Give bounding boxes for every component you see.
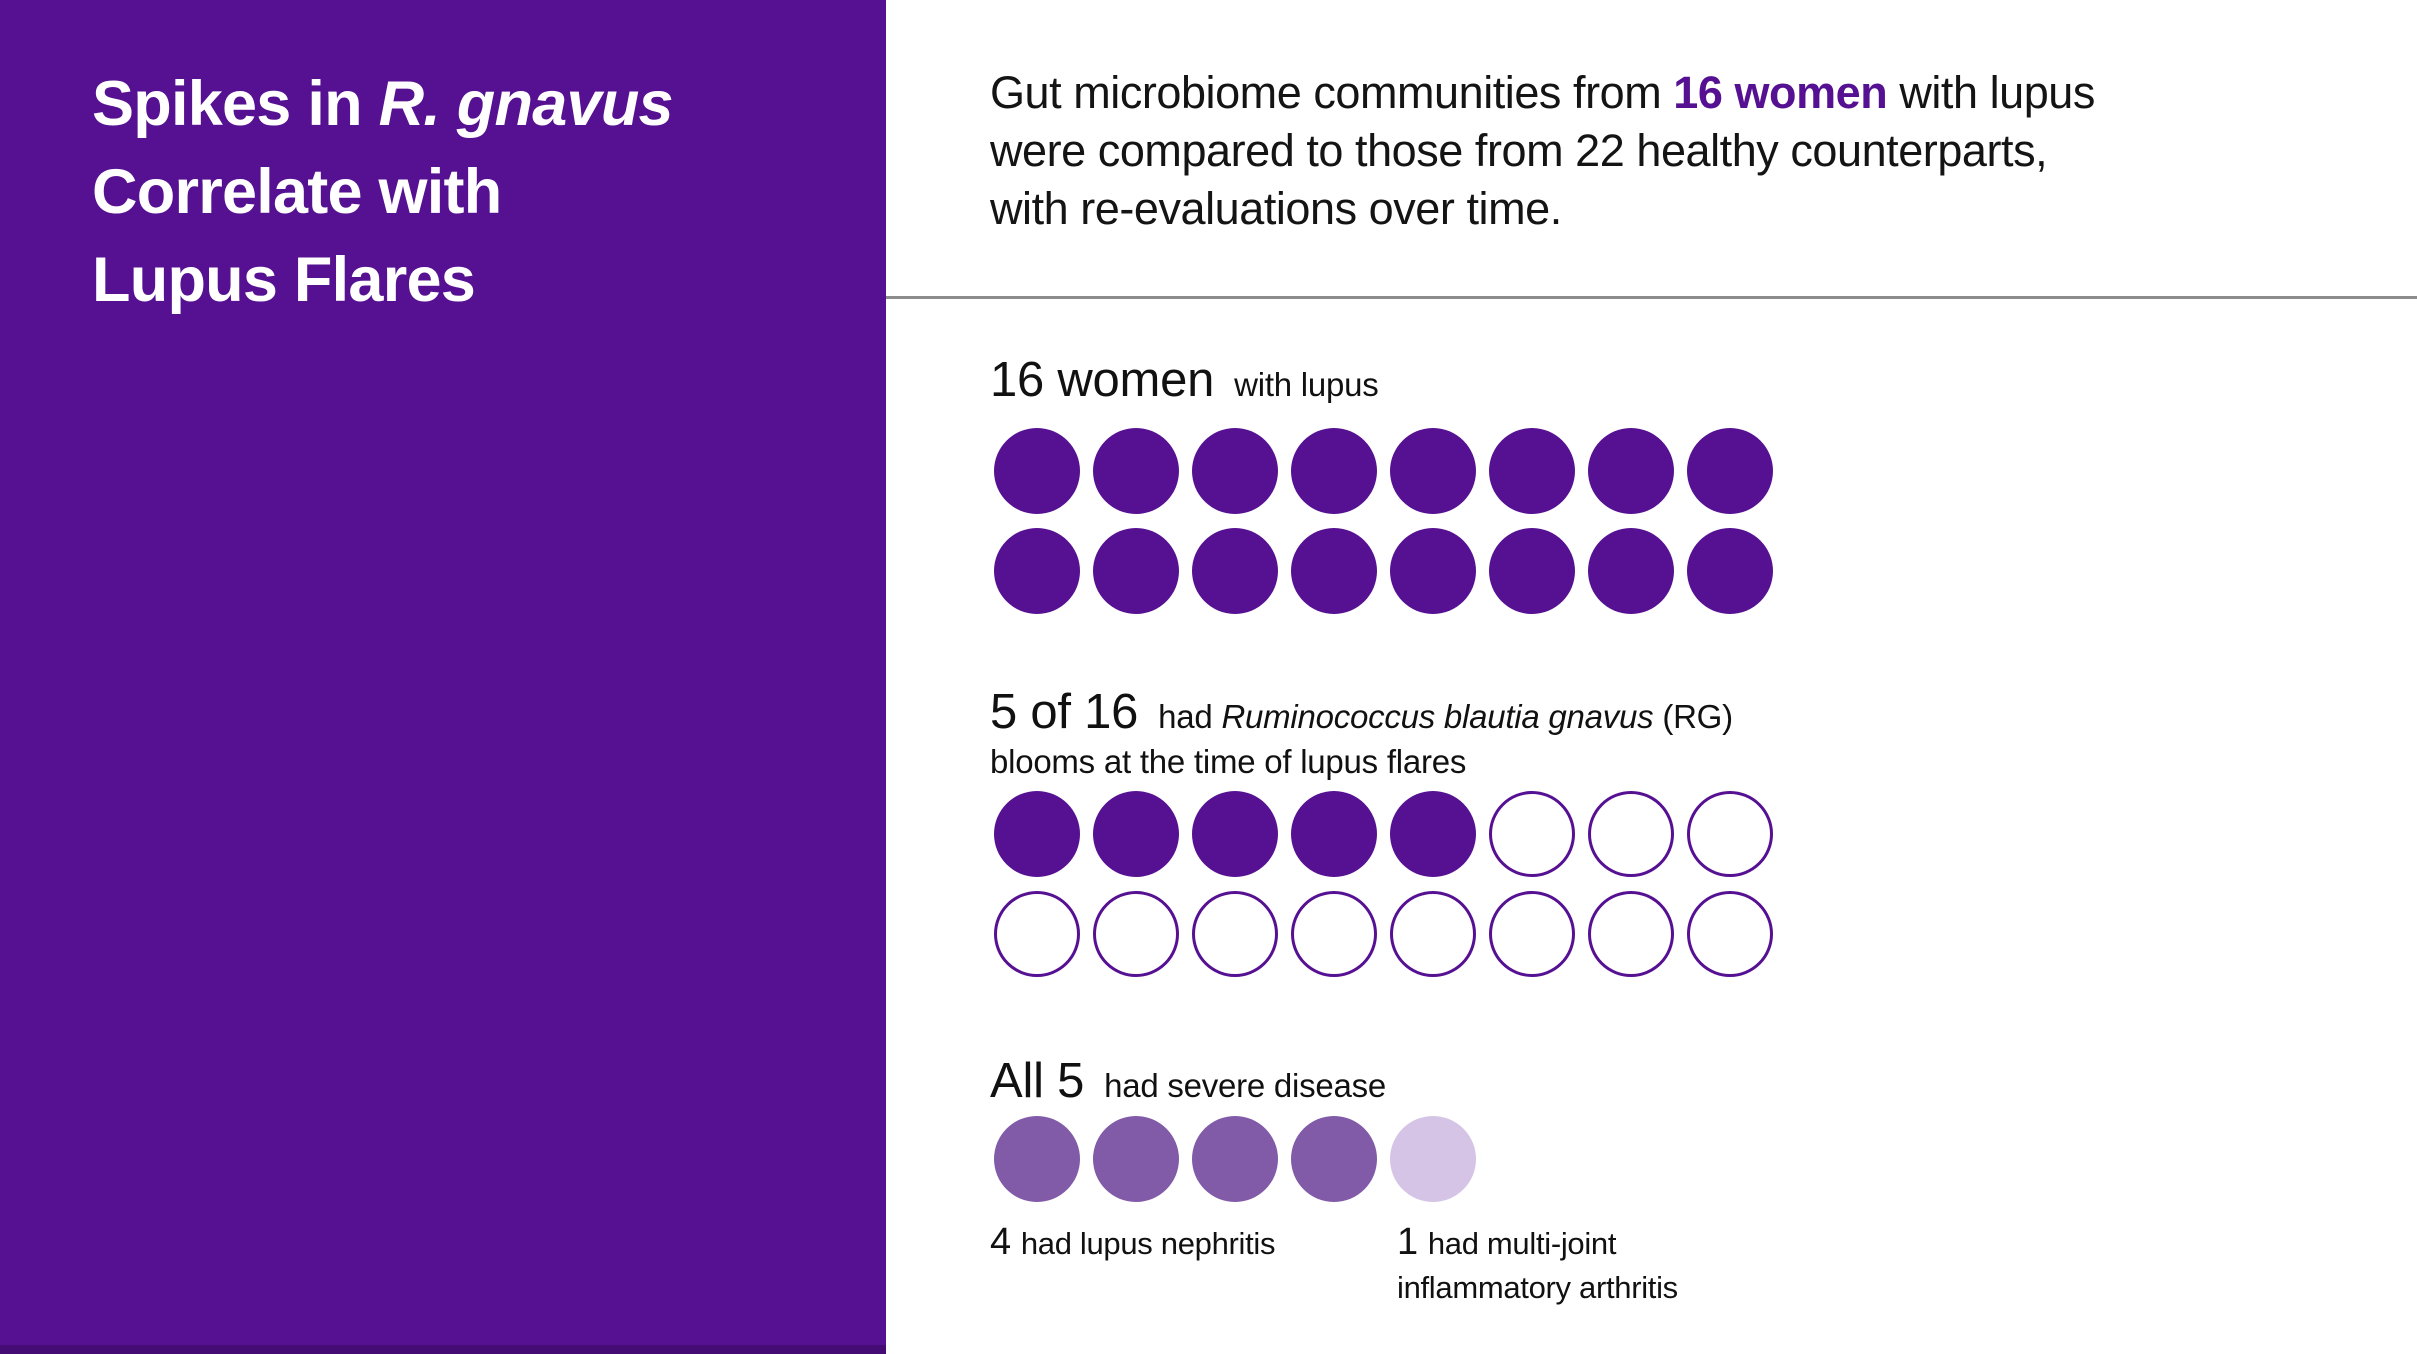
title-line-1-text: Spikes in xyxy=(92,69,379,139)
caption-arthritis: 1 had multi-joint inflammatory arthritis xyxy=(1397,1220,1742,1310)
title-species-italic: R. gnavus xyxy=(378,69,674,139)
person-dot-filled xyxy=(1291,528,1377,614)
section-16-women-heading: 16 women with lupus xyxy=(990,352,1773,408)
intro-highlight-16-women: 16 women xyxy=(1673,67,1888,118)
dot-row xyxy=(994,428,1773,514)
person-dot-outline xyxy=(1588,891,1674,977)
person-dot-filled xyxy=(994,791,1080,877)
section-all-5: All 5 had severe disease 4 had lupus neph… xyxy=(990,1053,1890,1330)
person-dot-filled xyxy=(1093,428,1179,514)
person-dot-filled xyxy=(1192,528,1278,614)
intro-line-1-pre: Gut microbiome communities from xyxy=(990,67,1674,118)
person-dot-medium xyxy=(1192,1116,1278,1202)
person-dot-outline xyxy=(1390,891,1476,977)
person-dot-filled xyxy=(1390,791,1476,877)
intro-line-1: Gut microbiome communities from 16 women… xyxy=(990,64,2095,122)
intro-line-1-post: with lupus xyxy=(1887,67,2095,118)
dot-grid-5-of-16 xyxy=(994,791,1773,977)
stat-all-5-qualifier: had severe disease xyxy=(1104,1067,1386,1104)
intro-text: Gut microbiome communities from 16 women… xyxy=(990,64,2095,238)
title-line-3: Lupus Flares xyxy=(92,245,476,315)
caption-arthritis-text: had multi-joint inflammatory arthritis xyxy=(1397,1226,1678,1305)
panel-bottom-edge xyxy=(0,1345,886,1354)
caption-lupus-nephritis: 4 had lupus nephritis xyxy=(990,1220,1275,1266)
section-5-of-16-heading-line-1: 5 of 16 had Ruminococcus blautia gnavus … xyxy=(990,684,1773,740)
dot-row xyxy=(994,791,1773,877)
dot-row xyxy=(994,891,1773,977)
person-dot-filled xyxy=(1192,428,1278,514)
stat-5-of-16: 5 of 16 xyxy=(990,685,1139,739)
caption-lupus-nephritis-text: had lupus nephritis xyxy=(1020,1226,1276,1261)
person-dot-filled xyxy=(1291,428,1377,514)
section-16-women: 16 women with lupus xyxy=(990,352,1773,614)
intro-line-2: were compared to those from 22 healthy c… xyxy=(990,125,2048,176)
title-line-2: Correlate with xyxy=(92,157,502,227)
qualifier-pre: had xyxy=(1158,698,1222,735)
person-dot-outline xyxy=(1687,891,1773,977)
severity-captions: 4 had lupus nephritis 1 had multi-joint in… xyxy=(990,1220,1890,1330)
person-dot-filled xyxy=(1588,428,1674,514)
person-dot-outline xyxy=(994,891,1080,977)
section-divider-line xyxy=(886,296,2417,299)
section-5-of-16-heading: 5 of 16 had Ruminococcus blautia gnavus … xyxy=(990,684,1773,784)
dot-row-all-5 xyxy=(994,1116,1890,1202)
section-5-of-16-heading-line-2: blooms at the time of lupus flares xyxy=(990,743,1467,780)
person-dot-filled xyxy=(1390,428,1476,514)
intro-line-3: with re-evaluations over time. xyxy=(990,183,1562,234)
person-dot-outline xyxy=(1687,791,1773,877)
dot-row xyxy=(994,1116,1890,1202)
person-dot-filled xyxy=(1489,528,1575,614)
person-dot-filled xyxy=(994,428,1080,514)
stat-16-women: 16 women xyxy=(990,353,1215,407)
person-dot-outline xyxy=(1093,891,1179,977)
person-dot-filled xyxy=(1489,428,1575,514)
stat-5-of-16-qualifier: had Ruminococcus blautia gnavus (RG) xyxy=(1158,698,1733,736)
qualifier-post: (RG) xyxy=(1653,698,1733,735)
person-dot-medium xyxy=(1093,1116,1179,1202)
person-dot-outline xyxy=(1489,891,1575,977)
person-dot-filled xyxy=(1687,528,1773,614)
title-panel: Spikes in R. gnavus Correlate with Lupus… xyxy=(0,0,886,1354)
person-dot-filled xyxy=(1687,428,1773,514)
person-dot-filled xyxy=(1192,791,1278,877)
person-dot-medium xyxy=(994,1116,1080,1202)
person-dot-medium xyxy=(1291,1116,1377,1202)
stat-16-women-qualifier: with lupus xyxy=(1234,366,1379,403)
caption-lupus-nephritis-count: 4 xyxy=(990,1221,1011,1263)
species-name-italic: Ruminococcus blautia gnavus xyxy=(1221,698,1654,735)
section-5-of-16: 5 of 16 had Ruminococcus blautia gnavus … xyxy=(990,684,1773,977)
person-dot-outline xyxy=(1192,891,1278,977)
person-dot-outline xyxy=(1489,791,1575,877)
infographic-title: Spikes in R. gnavus Correlate with Lupus… xyxy=(92,60,674,324)
dot-row xyxy=(994,528,1773,614)
section-all-5-heading-line: All 5 had severe disease xyxy=(990,1053,1890,1109)
person-dot-filled xyxy=(994,528,1080,614)
section-16-women-heading-line: 16 women with lupus xyxy=(990,352,1773,408)
title-line-1: Spikes in R. gnavus xyxy=(92,60,674,148)
person-dot-filled xyxy=(1390,528,1476,614)
section-all-5-heading: All 5 had severe disease xyxy=(990,1053,1890,1109)
person-dot-filled xyxy=(1093,528,1179,614)
person-dot-outline xyxy=(1588,791,1674,877)
person-dot-filled xyxy=(1093,791,1179,877)
stat-all-5: All 5 xyxy=(990,1054,1085,1108)
person-dot-filled xyxy=(1291,791,1377,877)
person-dot-outline xyxy=(1291,891,1377,977)
person-dot-filled xyxy=(1588,528,1674,614)
dot-grid-16-women xyxy=(994,428,1773,614)
person-dot-light xyxy=(1390,1116,1476,1202)
caption-arthritis-count: 1 xyxy=(1397,1221,1418,1263)
